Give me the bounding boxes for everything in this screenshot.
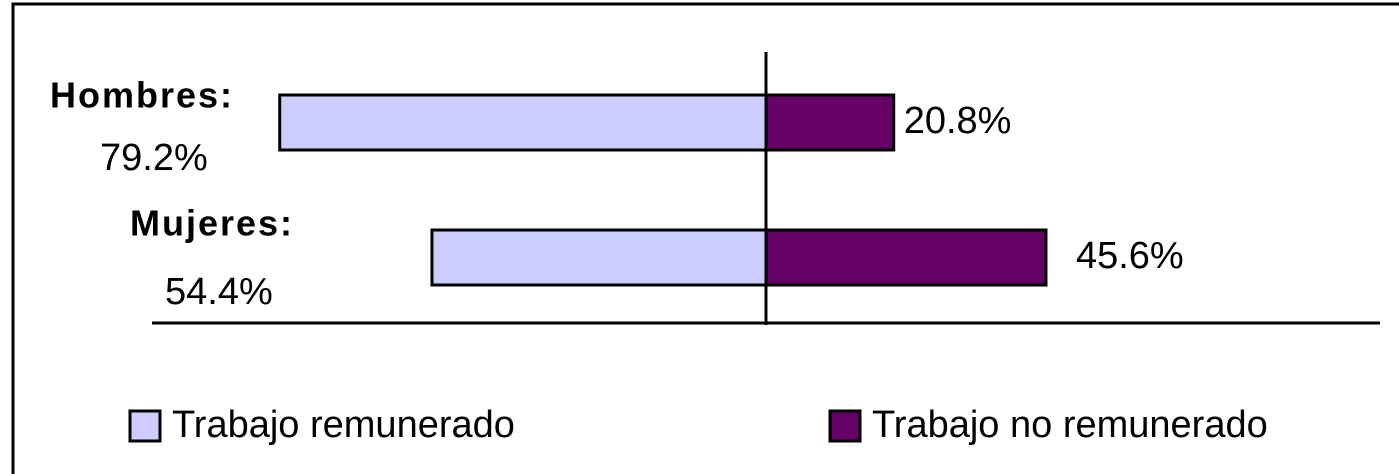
- value-label: 79.2%: [100, 137, 208, 179]
- legend-swatch: [128, 409, 162, 443]
- bar: [764, 228, 1048, 287]
- category-label: Mujeres:: [130, 203, 294, 244]
- value-label: 54.4%: [165, 271, 273, 313]
- legend-swatch: [828, 409, 862, 443]
- legend-label: Trabajo remunerado: [172, 404, 515, 446]
- bar: [430, 228, 768, 287]
- category-label: Hombres:: [50, 75, 234, 116]
- bar: [764, 93, 896, 152]
- value-label: 45.6%: [1076, 235, 1184, 277]
- value-label: 20.8%: [904, 100, 1012, 142]
- legend-label: Trabajo no remunerado: [872, 404, 1268, 446]
- bar: [278, 93, 768, 152]
